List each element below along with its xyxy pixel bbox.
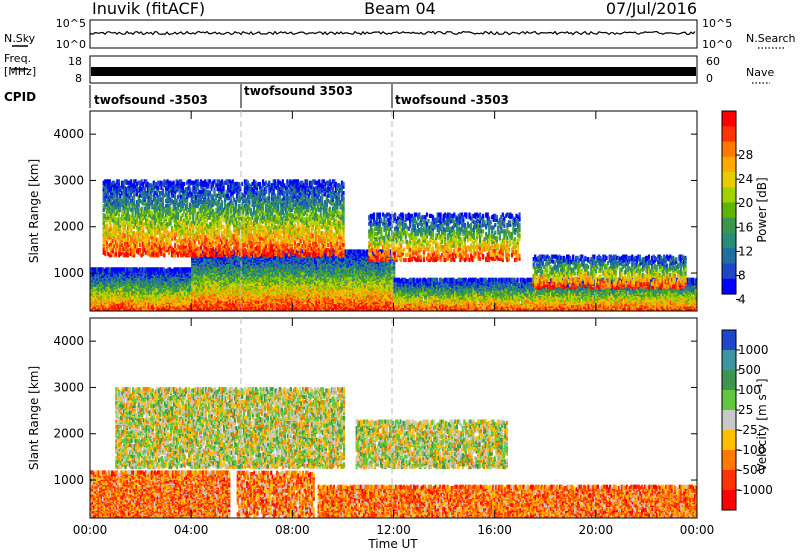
nsky-tick-top: 10^5 <box>56 17 86 30</box>
nsky-strip-frame <box>90 20 697 48</box>
nave-tick-top: 60 <box>706 55 720 68</box>
nsearch-tick-top: 10^5 <box>702 17 732 30</box>
freq-trace-band <box>91 67 696 76</box>
nsky-trace <box>91 32 695 35</box>
nave-label: Nave <box>746 66 774 79</box>
freq-label-line2: [MHz] <box>4 65 36 78</box>
cpid-segment-3: twofsound -3503 <box>395 93 509 107</box>
cpid-segment-2: twofsound 3503 <box>244 84 353 98</box>
freq-tick-bottom: 8 <box>75 72 82 85</box>
nsearch-label: N.Search <box>746 32 796 45</box>
beam-title: Beam 04 <box>364 0 436 18</box>
date-title: 07/Jul/2016 <box>606 0 697 18</box>
freq-tick-top: 18 <box>68 55 82 68</box>
nave-tick-bottom: 0 <box>706 72 713 85</box>
nsky-tick-bottom: 10^0 <box>56 38 86 51</box>
cpid-segment-1: twofsound -3503 <box>94 93 208 107</box>
station-title: Inuvik (fitACF) <box>92 0 205 18</box>
freq-label-line1: Freq. <box>4 52 31 65</box>
nsearch-tick-bottom: 10^0 <box>702 38 732 51</box>
nsky-label: N.Sky <box>4 32 36 45</box>
power-data-cells <box>90 179 699 313</box>
cpid-label: CPID <box>4 90 36 104</box>
